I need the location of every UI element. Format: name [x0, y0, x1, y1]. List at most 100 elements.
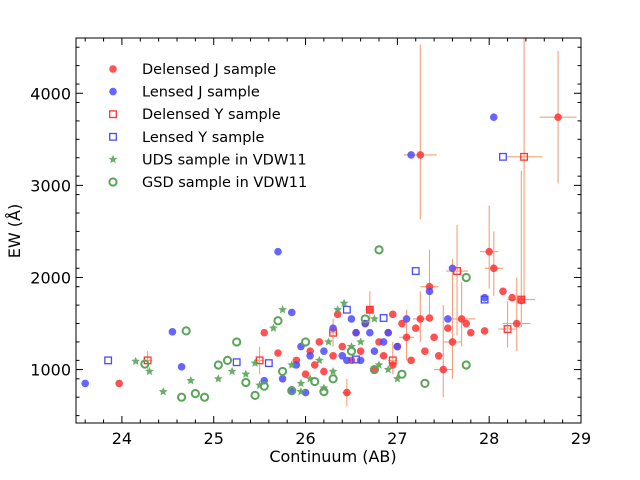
data-point	[181, 326, 191, 336]
data-point	[328, 374, 338, 384]
data-point	[145, 366, 154, 376]
data-point	[508, 293, 516, 302]
data-point	[338, 351, 347, 360]
data-point	[343, 388, 351, 397]
error-bar	[480, 205, 499, 289]
data-point	[278, 374, 287, 383]
data-point	[222, 355, 233, 365]
data-point	[319, 387, 329, 397]
data-point	[190, 388, 200, 399]
data-point	[467, 328, 475, 337]
legend-item: UDS sample in VDW11	[108, 152, 307, 168]
data-point	[338, 342, 347, 351]
data-point	[346, 346, 357, 356]
data-point	[480, 327, 489, 335]
x-tick-label: 24	[112, 429, 132, 448]
data-point	[104, 356, 113, 365]
legend-label: UDS sample in VDW11	[142, 152, 307, 168]
data-point	[461, 360, 471, 370]
legend-item: Delensed Y sample	[109, 107, 281, 123]
data-point	[213, 374, 223, 383]
plot-area	[81, 38, 577, 407]
data-point	[306, 351, 314, 360]
data-point	[356, 337, 366, 346]
data-point	[397, 369, 407, 379]
data-point	[434, 351, 443, 360]
series-delensed-y-sample	[143, 152, 529, 365]
data-point	[430, 333, 438, 342]
data-point	[292, 361, 301, 369]
data-point	[287, 360, 297, 369]
data-point	[407, 356, 415, 365]
data-point	[416, 151, 425, 159]
data-point	[333, 305, 343, 314]
data-point	[379, 314, 388, 322]
data-point	[370, 314, 379, 323]
data-point	[388, 356, 397, 365]
legend-marker	[109, 110, 117, 119]
data-point	[402, 315, 411, 323]
x-axis-label: Continuum (AB)	[269, 447, 396, 466]
data-point	[379, 338, 388, 346]
data-point	[310, 376, 320, 387]
data-point	[328, 366, 338, 376]
data-point	[342, 305, 351, 314]
y-tick-label: 4000	[30, 84, 71, 103]
data-point	[393, 342, 402, 351]
data-point	[374, 245, 384, 255]
legend: Delensed J sample Lensed J sample Delensed…	[108, 62, 307, 191]
data-point	[407, 151, 415, 159]
data-point	[379, 351, 388, 360]
plot-border	[75, 37, 582, 424]
data-point	[554, 113, 562, 122]
data-point	[356, 347, 365, 355]
data-point	[277, 366, 288, 377]
data-point	[255, 356, 264, 365]
error-bar	[498, 301, 517, 348]
data-point	[421, 347, 429, 355]
data-point	[301, 370, 310, 378]
legend-label: Delensed Y sample	[142, 107, 281, 123]
data-point	[115, 379, 123, 388]
series-gsd-sample-in-vdw11	[140, 245, 471, 402]
data-point	[274, 247, 282, 256]
data-point	[480, 295, 489, 304]
data-point	[339, 298, 349, 307]
data-point	[416, 315, 425, 323]
data-point	[411, 267, 420, 275]
data-point	[329, 328, 338, 337]
x-tick-label: 25	[204, 429, 224, 448]
data-point	[320, 347, 328, 355]
x-tick-label: 27	[387, 429, 407, 448]
y-axis-label: EW (Å)	[5, 204, 24, 258]
data-point	[227, 366, 237, 376]
data-point	[392, 374, 402, 383]
data-point	[485, 247, 493, 256]
data-point	[264, 359, 273, 368]
data-point	[324, 337, 333, 346]
data-point	[305, 374, 315, 383]
data-point	[420, 378, 430, 388]
data-point	[278, 305, 287, 314]
data-point	[232, 337, 242, 347]
data-point	[499, 152, 507, 161]
data-point	[314, 355, 324, 365]
data-point	[383, 364, 393, 374]
data-point	[274, 349, 282, 357]
data-point	[259, 381, 269, 391]
data-point	[365, 305, 374, 314]
data-point	[499, 287, 507, 296]
data-point	[255, 380, 265, 389]
data-point	[241, 377, 251, 388]
data-point	[388, 310, 397, 319]
data-point	[250, 358, 260, 367]
error-bar	[403, 44, 437, 220]
error-bar	[329, 318, 337, 347]
legend-item: Delensed J sample	[109, 62, 276, 78]
legend-item: Lensed Y sample	[109, 130, 264, 146]
data-point	[177, 363, 186, 371]
data-point	[360, 314, 370, 324]
data-point	[370, 347, 379, 355]
y-tick-label: 2000	[30, 268, 71, 287]
